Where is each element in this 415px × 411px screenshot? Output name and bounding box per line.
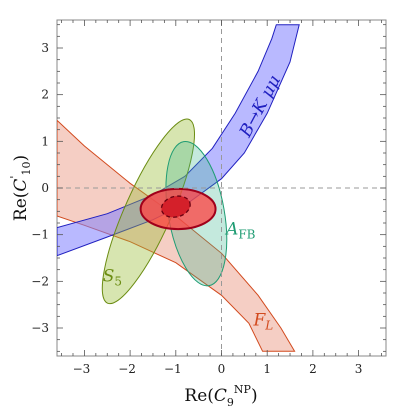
y-tick-label: 0 [41,181,49,195]
x-tick-label: −3 [73,362,91,376]
y-tick-label: 3 [41,41,49,55]
y-tick-label: −2 [31,274,49,288]
x-tick-label: 2 [309,362,317,376]
x-tick-label: 3 [355,362,363,376]
x-tick-label: −2 [118,362,136,376]
x-tick-label: −1 [164,362,182,376]
x-tick-label: 1 [263,362,271,376]
x-tick-label: 0 [218,362,226,376]
y-tick-label: −3 [31,321,49,335]
y-tick-label: 2 [41,88,49,102]
y-tick-label: 1 [41,134,49,148]
fl-band [57,119,296,352]
x-axis-label: Re(C9NP) [184,383,257,409]
y-axis-label: Re(C'10) [8,155,33,221]
axis-ticks: −3 −2 −1 0 1 2 3 3 2 1 0 −1 −2 −3 [31,20,386,376]
best-fit-core-ellipse [160,195,191,218]
y-tick-label: −1 [31,228,49,242]
